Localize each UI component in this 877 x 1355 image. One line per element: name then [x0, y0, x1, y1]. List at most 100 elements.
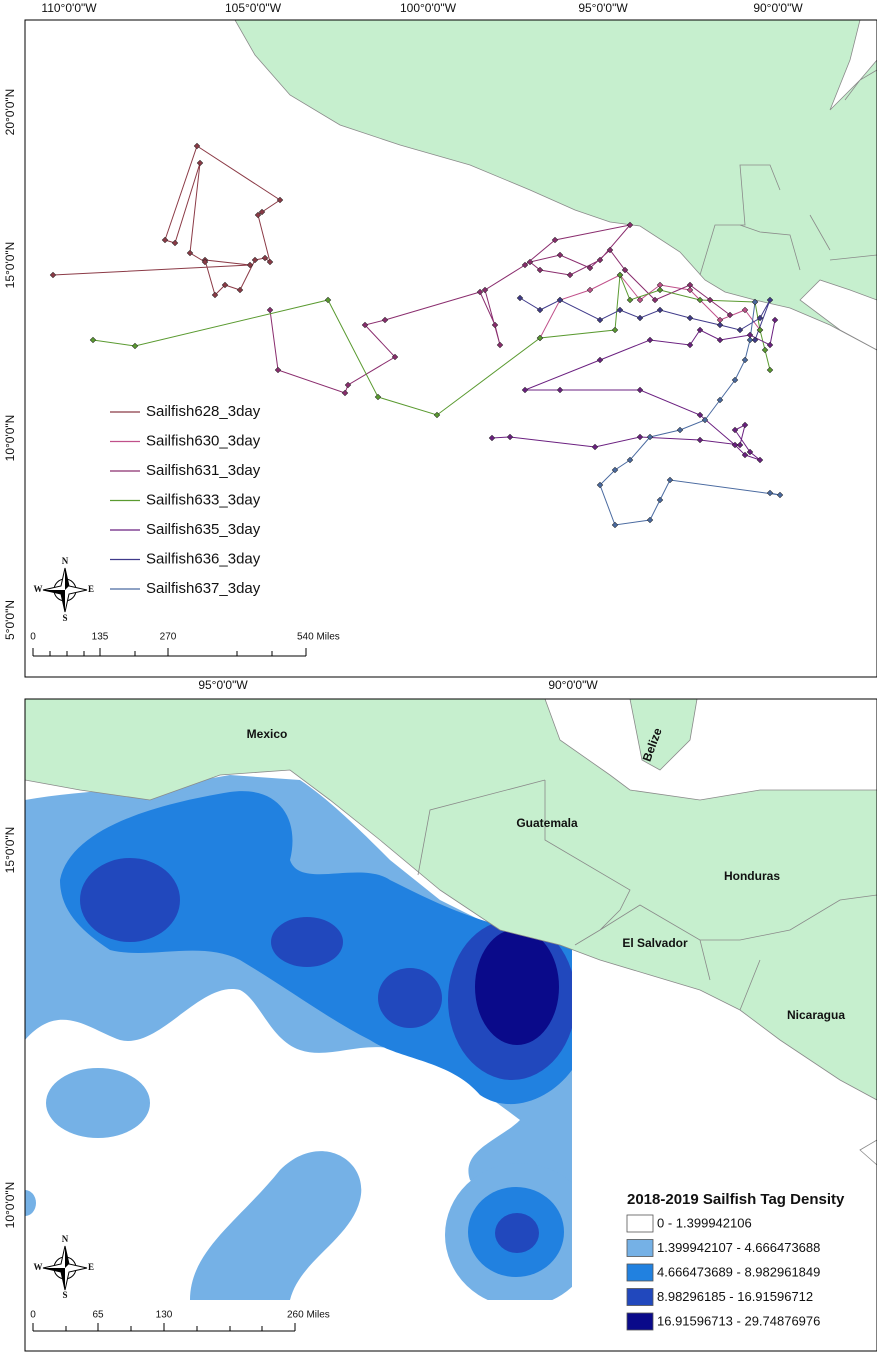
- scale-label: 0: [30, 1310, 36, 1321]
- track-point: [696, 326, 704, 334]
- track-point: [341, 389, 349, 397]
- track-point: [258, 208, 266, 216]
- compass-letter: W: [34, 584, 43, 594]
- track-point: [221, 281, 229, 289]
- legend-label: Sailfish636_3day: [146, 550, 261, 567]
- track-point: [706, 296, 714, 304]
- legend-swatch: [626, 1312, 654, 1331]
- track-point: [516, 294, 524, 302]
- compass-star-shade: [43, 568, 69, 612]
- track-point: [591, 443, 599, 451]
- track-point: [536, 334, 544, 342]
- track-point: [756, 456, 764, 464]
- track-point: [656, 496, 664, 504]
- density-area: [495, 1213, 539, 1253]
- track-point: [741, 421, 749, 429]
- legend-label: 1.399942107 - 4.666473688: [657, 1240, 820, 1255]
- track-point: [636, 314, 644, 322]
- track-point: [586, 264, 594, 272]
- track-point: [276, 196, 284, 204]
- latitude-label: 5°0'0"N: [3, 600, 17, 640]
- track-point: [596, 481, 604, 489]
- track-point: [731, 376, 739, 384]
- legend-label: Sailfish633_3day: [146, 491, 261, 508]
- track-point: [746, 448, 754, 456]
- track-point: [766, 341, 774, 349]
- density-surface: [25, 775, 572, 1300]
- legend-label: 16.91596713 - 29.74876976: [657, 1313, 820, 1328]
- track-point: [656, 281, 664, 289]
- latitude-label: 15°0'0"N: [3, 827, 17, 874]
- track-point: [626, 456, 634, 464]
- track-point: [211, 291, 219, 299]
- latitude-label: 15°0'0"N: [3, 242, 17, 289]
- scale-label: 0: [30, 632, 36, 643]
- legend: Sailfish628_3day Sailfish630_3day Sailfish…: [110, 403, 261, 597]
- track-point: [131, 342, 139, 350]
- track-point: [596, 256, 604, 264]
- water: [799, 279, 877, 351]
- track-point: [746, 331, 754, 339]
- track-point: [506, 433, 514, 441]
- country-label: El Salvador: [622, 936, 688, 950]
- scale-label: 135: [92, 632, 109, 643]
- border: [417, 779, 877, 1011]
- track-point: [246, 261, 254, 269]
- track-point: [193, 142, 201, 150]
- track-point: [496, 341, 504, 349]
- track-point: [771, 316, 779, 324]
- track-point: [324, 296, 332, 304]
- density-area: [25, 1190, 36, 1216]
- longitude-label: 90°0'0"W: [753, 1, 803, 15]
- legend-label: Sailfish631_3day: [146, 462, 261, 479]
- track-point: [171, 239, 179, 247]
- legend-label: Sailfish628_3day: [146, 403, 261, 420]
- track-point: [756, 314, 764, 322]
- country-label: Guatemala: [516, 816, 578, 830]
- track-point: [766, 489, 774, 497]
- track-point: [731, 441, 739, 449]
- track-point: [186, 249, 194, 257]
- water: [859, 1139, 877, 1166]
- track-point: [746, 336, 754, 344]
- track-point: [491, 321, 499, 329]
- longitude-label: 110°0'0"W: [41, 1, 97, 15]
- track-point: [586, 286, 594, 294]
- track: [269, 224, 731, 394]
- map-frame: [24, 19, 877, 678]
- longitude-label: 105°0'0"W: [225, 1, 282, 15]
- scale-label: 130: [156, 1310, 173, 1321]
- track: [491, 319, 776, 461]
- land: [25, 699, 877, 1101]
- track-point: [761, 346, 769, 354]
- track-point: [274, 366, 282, 374]
- track-point: [476, 288, 484, 296]
- legend-label: 8.98296185 - 16.91596712: [657, 1289, 813, 1304]
- track-point: [646, 433, 654, 441]
- compass-letter: W: [34, 1262, 43, 1272]
- longitude-label: 90°0'0"W: [548, 678, 598, 692]
- track-point: [201, 258, 209, 266]
- track-point: [626, 221, 634, 229]
- density-area: [475, 929, 559, 1045]
- track-point: [716, 336, 724, 344]
- legend-title: 2018-2019 Sailfish Tag Density: [627, 1191, 845, 1208]
- legend-label: 0 - 1.399942106: [657, 1215, 752, 1230]
- track-point: [536, 306, 544, 314]
- scale-label: 65: [92, 1310, 104, 1321]
- bottom-map: 95°0'0"W 90°0'0"W 15°0'0"N 10°0'0"N Mexi…: [3, 678, 877, 1352]
- scale-label: 270: [160, 632, 177, 643]
- country-label: Nicaragua: [787, 1008, 845, 1022]
- legend-swatch: [626, 1214, 654, 1233]
- track-point: [751, 298, 759, 306]
- track-point: [611, 466, 619, 474]
- country-labels: Mexico Belize Guatemala Honduras El Salv…: [247, 726, 846, 1022]
- track-point: [616, 306, 624, 314]
- density-area: [46, 1068, 150, 1138]
- compass-star-shade: [43, 1246, 69, 1290]
- legend-swatch: [626, 1288, 654, 1306]
- scale-bar: 0 135 270 540 Miles: [30, 632, 340, 657]
- track-point: [716, 321, 724, 329]
